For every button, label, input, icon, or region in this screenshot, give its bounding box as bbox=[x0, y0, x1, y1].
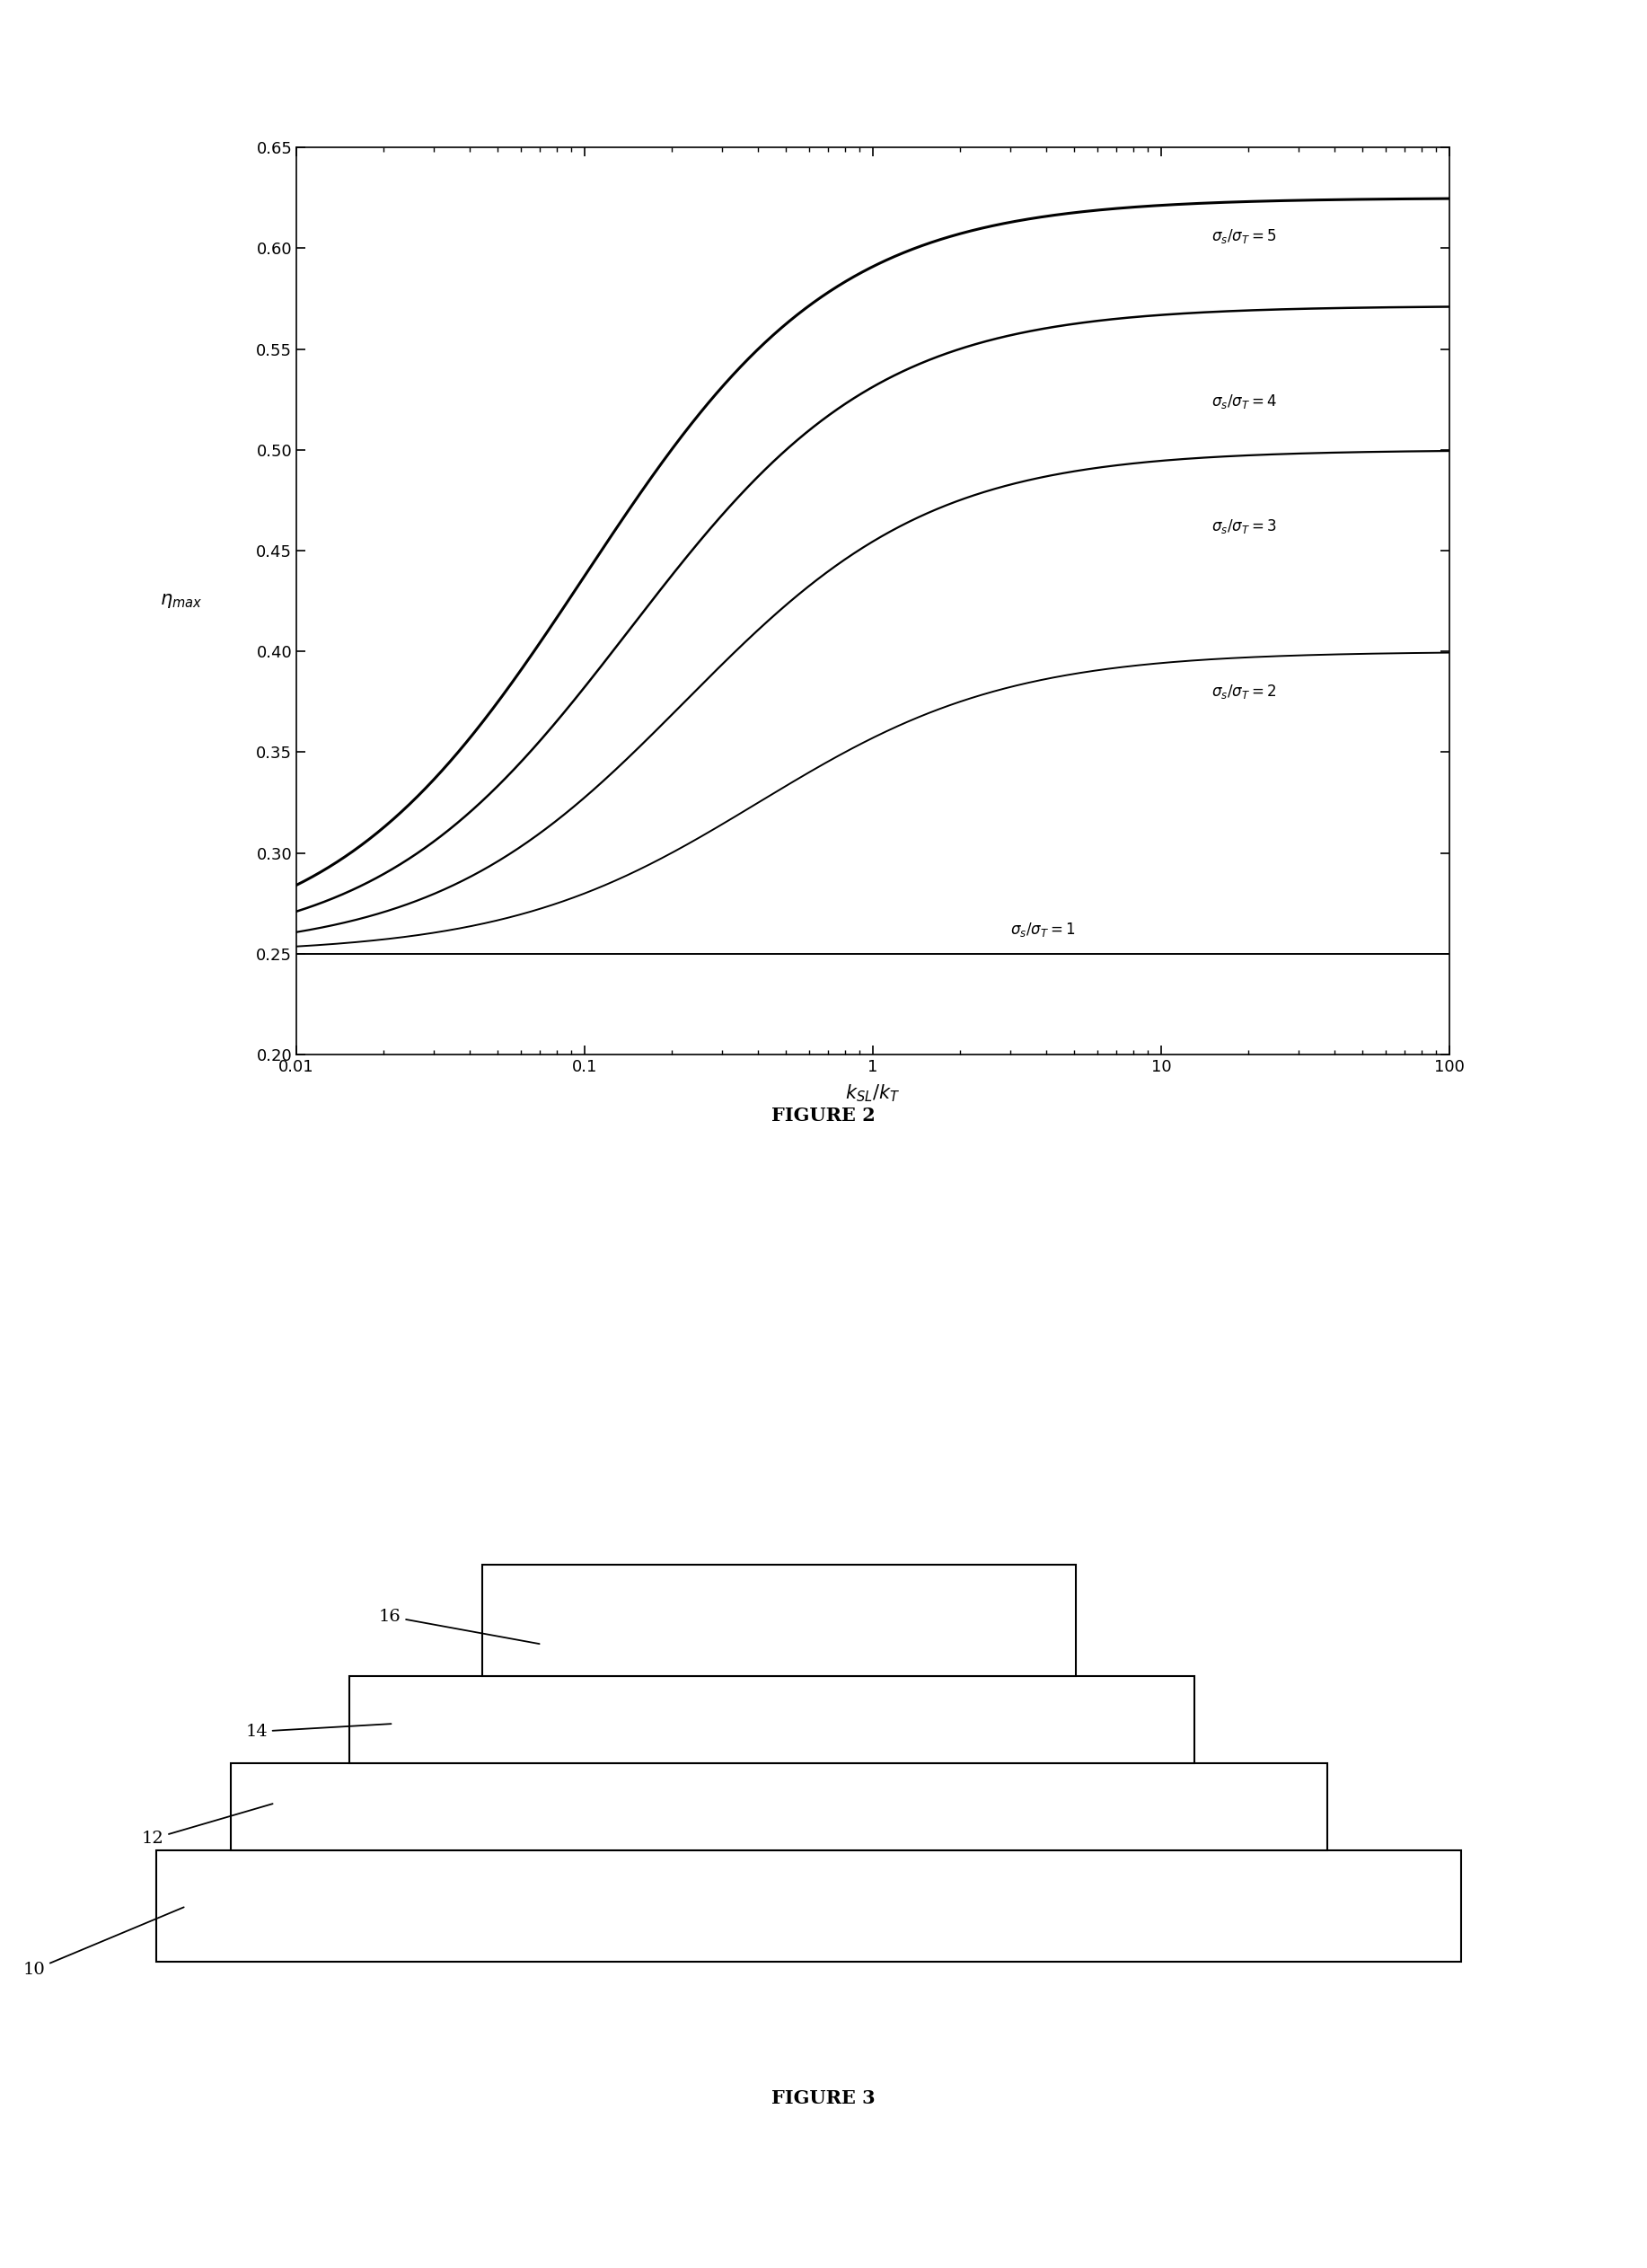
Text: 14: 14 bbox=[245, 1724, 390, 1740]
Text: $\sigma_s/\sigma_T=5$: $\sigma_s/\sigma_T=5$ bbox=[1212, 227, 1276, 245]
Text: 12: 12 bbox=[142, 1803, 273, 1846]
Text: 16: 16 bbox=[379, 1608, 540, 1644]
Bar bbox=[483, 1565, 1075, 1676]
Text: $\sigma_s/\sigma_T=3$: $\sigma_s/\sigma_T=3$ bbox=[1212, 517, 1276, 535]
Text: $\sigma_s/\sigma_T=1$: $\sigma_s/\sigma_T=1$ bbox=[1010, 921, 1075, 939]
Text: $\sigma_s/\sigma_T=4$: $\sigma_s/\sigma_T=4$ bbox=[1212, 392, 1278, 411]
Text: FIGURE 2: FIGURE 2 bbox=[771, 1107, 876, 1125]
Text: 10: 10 bbox=[23, 1907, 184, 1978]
Y-axis label: $\eta_{max}$: $\eta_{max}$ bbox=[160, 592, 203, 610]
Bar bbox=[349, 1676, 1194, 1765]
Text: FIGURE 3: FIGURE 3 bbox=[771, 2089, 876, 2107]
Bar bbox=[156, 1851, 1461, 1962]
Text: $\sigma_s/\sigma_T=2$: $\sigma_s/\sigma_T=2$ bbox=[1212, 683, 1276, 701]
X-axis label: $k_{SL}/k_T$: $k_{SL}/k_T$ bbox=[845, 1082, 901, 1105]
Bar bbox=[231, 1765, 1327, 1851]
